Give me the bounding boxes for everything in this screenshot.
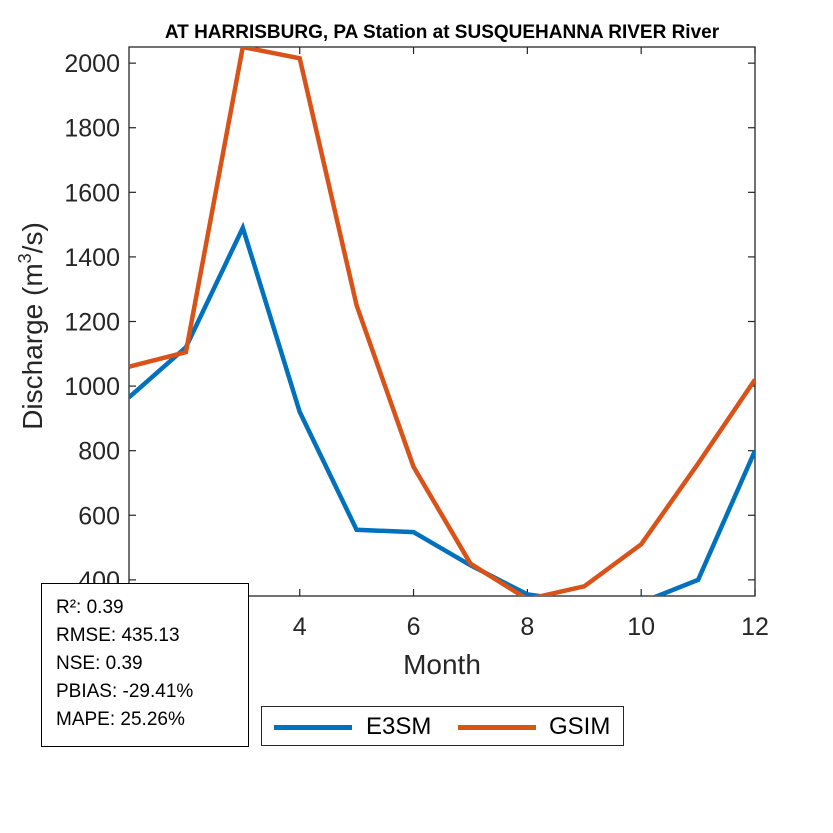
y-tick-label: 1800 — [64, 115, 120, 143]
y-tick-label: 1200 — [64, 309, 120, 337]
x-axis-label: Month — [403, 649, 481, 680]
stats-nse: NSE: 0.39 — [56, 653, 143, 674]
legend-label-e3sm: E3SM — [366, 713, 432, 740]
y-axis-label-superscript: 3 — [15, 253, 35, 263]
legend-swatch-e3sm — [274, 725, 352, 730]
x-tick-label: 10 — [627, 613, 655, 641]
y-tick-label: 2000 — [64, 50, 120, 78]
y-tick-label: 800 — [78, 438, 120, 466]
chart-title: AT HARRISBURG, PA Station at SUSQUEHANNA… — [165, 22, 720, 43]
y-tick-label: 1000 — [64, 373, 120, 401]
y-axis-label-main: Discharge (m — [17, 263, 48, 429]
y-tick-label: 1400 — [64, 244, 120, 272]
x-tick-label: 6 — [407, 613, 421, 641]
x-tick-label: 12 — [741, 613, 769, 641]
x-tick-label: 8 — [520, 613, 534, 641]
legend: E3SM GSIM — [261, 706, 624, 746]
stats-r2: R²: 0.39 — [56, 597, 124, 618]
legend-label-gsim: GSIM — [549, 713, 611, 740]
series-line-e3sm — [129, 221, 755, 596]
stats-pbias: PBIAS: -29.41% — [56, 681, 194, 702]
series-line-gsim — [129, 47, 755, 596]
stats-rmse: RMSE: 435.13 — [56, 625, 180, 646]
y-axis-label: Discharge (m3/s) — [15, 222, 48, 430]
legend-swatch-gsim — [458, 725, 536, 730]
stats-mape: MAPE: 25.26% — [56, 709, 185, 730]
y-tick-label: 1600 — [64, 179, 120, 207]
x-tick-label: 4 — [293, 613, 307, 641]
y-axis-label-end: /s) — [17, 222, 48, 253]
stats-box: R²: 0.39 RMSE: 435.13 NSE: 0.39 PBIAS: -… — [41, 583, 249, 747]
y-tick-label: 600 — [78, 502, 120, 530]
